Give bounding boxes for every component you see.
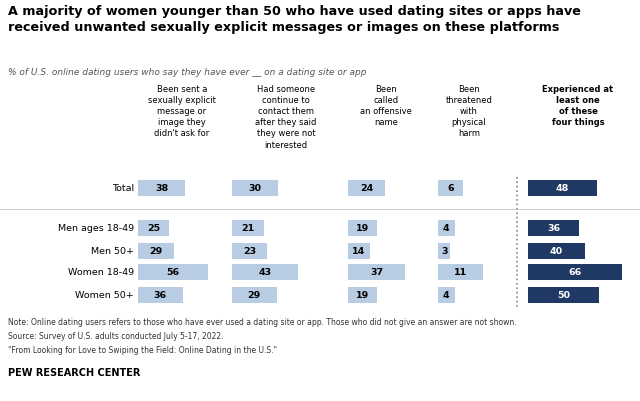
FancyBboxPatch shape — [348, 264, 405, 280]
Text: Men 50+: Men 50+ — [91, 247, 134, 256]
Text: 29: 29 — [149, 247, 163, 256]
Text: 11: 11 — [454, 268, 467, 277]
FancyBboxPatch shape — [348, 221, 377, 237]
Text: 43: 43 — [259, 268, 272, 277]
FancyBboxPatch shape — [232, 221, 264, 237]
FancyBboxPatch shape — [138, 243, 174, 259]
Text: Had someone
continue to
contact them
after they said
they were not
interested: Had someone continue to contact them aft… — [255, 85, 317, 149]
FancyBboxPatch shape — [438, 221, 454, 237]
Text: 6: 6 — [447, 184, 454, 193]
FancyBboxPatch shape — [528, 221, 579, 237]
Text: 38: 38 — [155, 184, 168, 193]
Text: 40: 40 — [550, 247, 563, 256]
Text: Experienced at
least one
of these
four things: Experienced at least one of these four t… — [543, 85, 614, 127]
Text: "From Looking for Love to Swiping the Field: Online Dating in the U.S.": "From Looking for Love to Swiping the Fi… — [8, 345, 277, 354]
Text: 19: 19 — [356, 224, 369, 233]
FancyBboxPatch shape — [438, 287, 454, 303]
Text: 36: 36 — [547, 224, 560, 233]
Text: Been
called
an offensive
name: Been called an offensive name — [360, 85, 412, 127]
Text: 50: 50 — [557, 291, 570, 300]
Text: 56: 56 — [166, 268, 179, 277]
Text: Women 50+: Women 50+ — [76, 291, 134, 300]
FancyBboxPatch shape — [438, 264, 483, 280]
FancyBboxPatch shape — [528, 243, 585, 259]
FancyBboxPatch shape — [232, 287, 276, 303]
FancyBboxPatch shape — [438, 180, 463, 196]
Text: Total: Total — [112, 184, 134, 193]
FancyBboxPatch shape — [232, 243, 268, 259]
FancyBboxPatch shape — [138, 221, 169, 237]
Text: 37: 37 — [370, 268, 383, 277]
Text: 14: 14 — [352, 247, 365, 256]
Text: 21: 21 — [241, 224, 255, 233]
FancyBboxPatch shape — [348, 180, 385, 196]
FancyBboxPatch shape — [348, 287, 377, 303]
Text: % of U.S. online dating users who say they have ever __ on a dating site or app: % of U.S. online dating users who say th… — [8, 68, 367, 77]
FancyBboxPatch shape — [138, 287, 183, 303]
FancyBboxPatch shape — [232, 264, 298, 280]
Text: Been sent a
sexually explicit
message or
image they
didn't ask for: Been sent a sexually explicit message or… — [148, 85, 216, 138]
FancyBboxPatch shape — [232, 180, 278, 196]
Text: Women 18-49: Women 18-49 — [68, 268, 134, 277]
Text: Note: Online dating users refers to those who have ever used a dating site or ap: Note: Online dating users refers to thos… — [8, 317, 516, 326]
FancyBboxPatch shape — [528, 264, 622, 280]
Text: 29: 29 — [248, 291, 261, 300]
Text: Been
threatened
with
physical
harm: Been threatened with physical harm — [445, 85, 492, 138]
FancyBboxPatch shape — [138, 264, 207, 280]
FancyBboxPatch shape — [138, 180, 185, 196]
Text: 23: 23 — [243, 247, 256, 256]
Text: 36: 36 — [154, 291, 167, 300]
Text: 66: 66 — [568, 268, 582, 277]
Text: 48: 48 — [556, 184, 569, 193]
Text: 24: 24 — [360, 184, 373, 193]
Text: 3: 3 — [441, 247, 447, 256]
Text: A majority of women younger than 50 who have used dating sites or apps have
rece: A majority of women younger than 50 who … — [8, 5, 581, 33]
FancyBboxPatch shape — [528, 180, 596, 196]
FancyBboxPatch shape — [528, 287, 600, 303]
FancyBboxPatch shape — [438, 243, 451, 259]
Text: 30: 30 — [249, 184, 262, 193]
Text: 25: 25 — [147, 224, 160, 233]
Text: 19: 19 — [356, 291, 369, 300]
Text: 4: 4 — [443, 291, 449, 300]
Text: PEW RESEARCH CENTER: PEW RESEARCH CENTER — [8, 367, 140, 377]
Text: 4: 4 — [443, 224, 449, 233]
Text: Men ages 18-49: Men ages 18-49 — [58, 224, 134, 233]
Text: Source: Survey of U.S. adults conducted July 5-17, 2022.: Source: Survey of U.S. adults conducted … — [8, 331, 223, 340]
FancyBboxPatch shape — [348, 243, 369, 259]
